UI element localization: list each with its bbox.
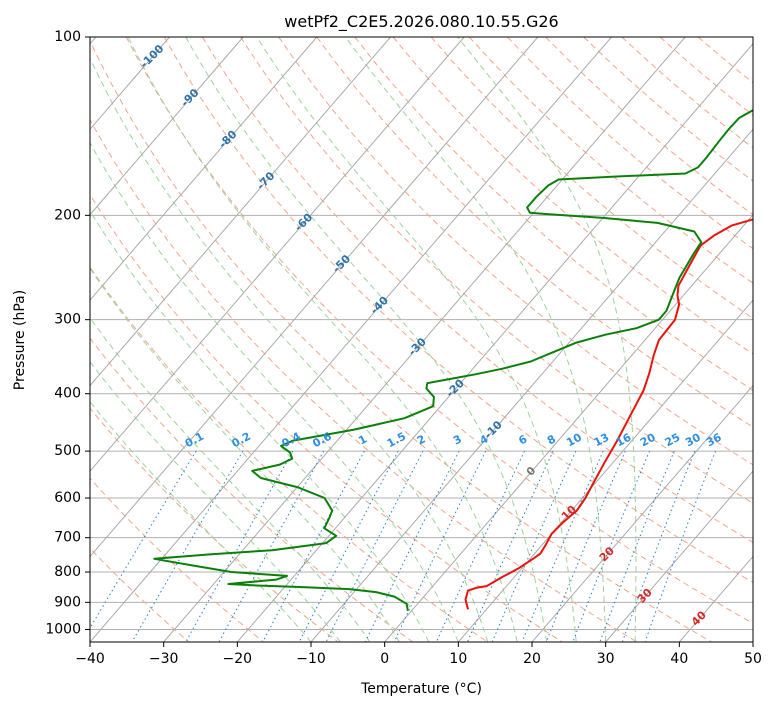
mixing-ratio-line [521, 450, 604, 642]
mixing-ratio-line [131, 450, 244, 642]
mixing-ratio-line [218, 450, 325, 642]
dry-adiabat [90, 407, 339, 642]
dry-adiabat [90, 477, 264, 642]
dry-adiabat [278, 37, 753, 466]
y-tick-label: 900 [54, 594, 81, 610]
dry-adiabat [163, 37, 753, 583]
x-tick-label: 10 [449, 651, 467, 667]
chart-title: wetPf2_C2E5.2026.080.10.55.G26 [284, 12, 558, 32]
moist-adiabats [90, 37, 637, 642]
x-tick-label: 30 [597, 651, 615, 667]
plot-frame [89, 36, 754, 643]
moist-adiabat [90, 267, 400, 642]
y-tick-label: 800 [54, 564, 81, 580]
dry-adiabat [90, 547, 190, 642]
moist-adiabat [90, 57, 489, 642]
mixing-ratio-label: 36 [704, 431, 724, 450]
plot-area: -100-90-80-70-60-50-40-30-20-10010203040… [90, 37, 753, 642]
isotherms [90, 37, 753, 642]
isotherm-line [163, 37, 686, 642]
temperature-trace [464, 218, 753, 610]
y-tick-label: 1000 [45, 621, 81, 637]
moist-adiabat [90, 317, 371, 642]
x-tick-label: −30 [149, 651, 179, 667]
isotherm-line [384, 213, 753, 642]
dry-adiabat [392, 37, 753, 355]
y-tick-label: 100 [54, 29, 81, 45]
x-tick-label: −10 [296, 651, 326, 667]
y-tick-label: 200 [54, 207, 81, 223]
moist-adiabat [345, 37, 607, 642]
x-tick-label: 40 [670, 651, 688, 667]
mixing-ratio-label: 25 [663, 431, 683, 450]
y-tick-label: 500 [54, 443, 81, 459]
dry-adiabat [201, 37, 753, 543]
x-tick-label: −20 [223, 651, 253, 667]
mixing-ratio-label: 16 [614, 431, 634, 450]
isotherm-line [90, 37, 391, 387]
isotherm-line [310, 128, 753, 642]
dry-adiabat [90, 266, 488, 642]
x-tick-label: −40 [75, 651, 105, 667]
isotherm-line [90, 37, 244, 216]
y-axis-ticks: 1000 900 800 700 600 500 400 300 200 100 [45, 29, 90, 637]
dewpoint-trace [153, 109, 753, 611]
y-axis-title: Pressure (hPa) [12, 290, 28, 390]
dry-adiabat [90, 39, 712, 642]
x-tick-label: 50 [744, 651, 762, 667]
isotherm-line [90, 37, 465, 472]
isotherm-line [605, 470, 753, 642]
moist-adiabat [457, 37, 637, 642]
moist-adiabat [90, 210, 430, 642]
x-axis-title: Temperature (°C) [360, 681, 482, 697]
mixing-ratio-line [572, 450, 650, 642]
mixing-ratio-line [545, 450, 626, 642]
mixing-ratio-line [325, 450, 424, 642]
dry-adiabat [468, 37, 753, 284]
y-tick-label: 600 [54, 490, 81, 506]
mixing-ratio-line [262, 450, 365, 642]
mixing-ratio-labels: 0.1 0.2 0.4 0.6 1 1.5 2 3 4 6 8 10 13 16 20 25 30 36 [183, 430, 724, 451]
y-tick-label: 400 [54, 386, 81, 402]
moist-adiabat [185, 37, 548, 642]
isotherm-line [457, 299, 753, 642]
moist-adiabat [90, 361, 341, 642]
isotherm-line [90, 37, 539, 558]
mixing-ratio-line [298, 450, 399, 642]
mixing-ratio-line [393, 450, 487, 642]
y-tick-label: 300 [54, 312, 81, 328]
sounding-traces [153, 109, 753, 611]
isotherm-line [236, 43, 753, 642]
x-tick-label: 0 [380, 651, 389, 667]
moist-adiabat [90, 141, 459, 642]
x-tick-label: 20 [523, 651, 541, 667]
dry-adiabat [240, 37, 753, 504]
moist-adiabat [256, 37, 577, 642]
mixing-ratio-label: 20 [638, 431, 658, 450]
isotherm-line [90, 37, 318, 301]
dry-adiabat [90, 193, 563, 642]
isotherm-line [90, 37, 612, 642]
dry-adiabat [125, 37, 753, 624]
mixing-ratio-lines [90, 450, 716, 642]
mixing-ratio-line [185, 450, 294, 642]
y-tick-label: 700 [54, 530, 81, 546]
mixing-ratio-line [644, 450, 716, 642]
isotherm-line [531, 384, 753, 642]
dry-adiabat [430, 37, 753, 319]
moist-adiabat [127, 37, 518, 642]
moist-adiabat [90, 400, 312, 642]
mixing-ratio-line [90, 450, 197, 630]
x-axis-ticks: −40 −30 −20 −10 0 10 20 30 40 50 [75, 642, 762, 667]
mixing-ratio-label: 30 [683, 431, 703, 450]
mixing-ratio-label: 10 [564, 431, 584, 450]
mixing-ratio-label: 13 [592, 431, 612, 450]
